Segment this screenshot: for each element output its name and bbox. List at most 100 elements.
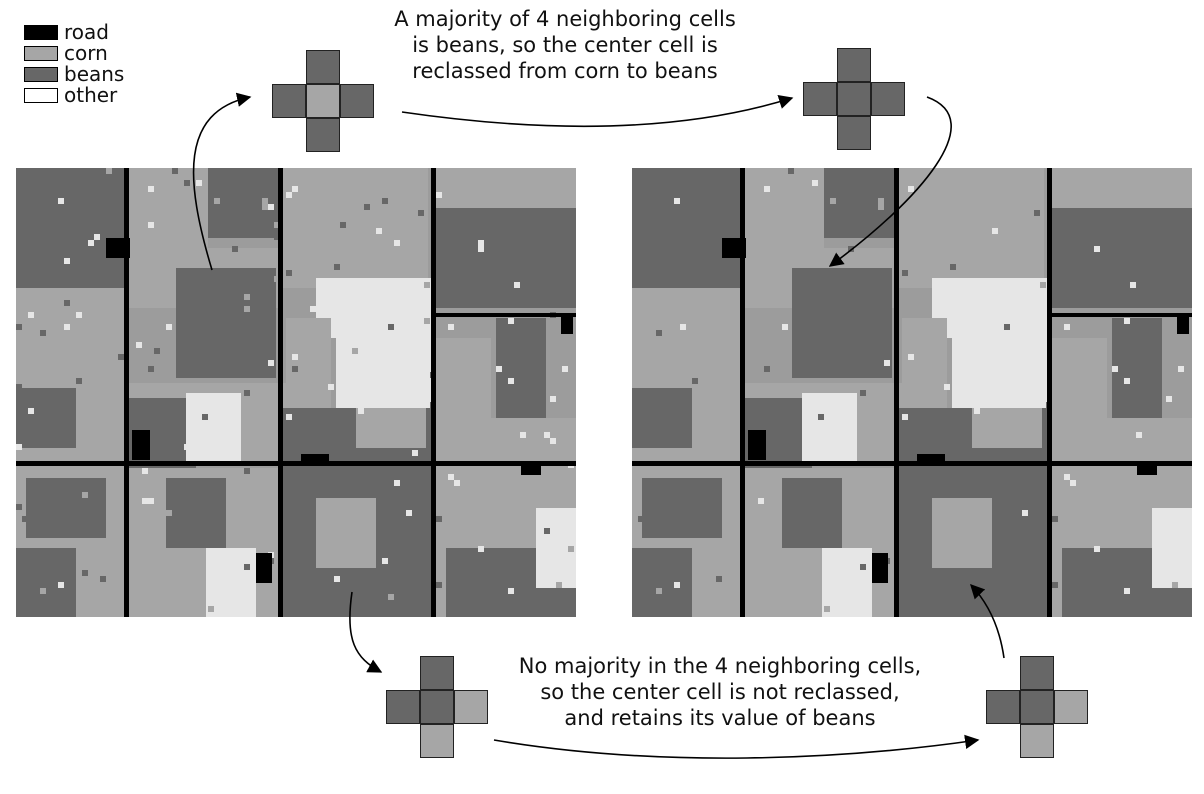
map-after-speckle	[818, 414, 824, 420]
caption-top-line-3: reclassed from corn to beans	[412, 59, 718, 83]
map-after-speckle	[878, 204, 884, 210]
map-before-speckle	[436, 192, 442, 198]
map-before-speckle	[58, 558, 64, 564]
map-before-field	[186, 393, 241, 463]
map-before-speckle	[154, 444, 160, 450]
map-before-speckle	[448, 324, 454, 330]
map-after-road-blob	[1177, 316, 1189, 334]
map-after-speckle	[758, 498, 764, 504]
map-after-speckle	[908, 186, 914, 192]
map-after-field	[1047, 168, 1192, 208]
map-after-road	[894, 168, 899, 617]
map-after-speckle	[860, 564, 866, 570]
map-before-raster	[16, 168, 576, 617]
map-before-speckle	[550, 396, 556, 402]
map-after-speckle	[1124, 378, 1130, 384]
map-after-speckle	[1172, 582, 1178, 588]
map-before-road-blob	[561, 316, 573, 334]
map-before-speckle	[478, 240, 484, 246]
map-before-speckle	[352, 336, 358, 342]
map-after-speckle	[824, 606, 830, 612]
map-after-speckle	[698, 342, 704, 348]
map-before-road-blob	[301, 454, 329, 466]
map-before-road-blob	[106, 238, 130, 258]
map-before-speckle	[232, 246, 238, 252]
map-before-speckle	[382, 558, 388, 564]
cross-cell-left	[986, 690, 1020, 724]
cross-cell-bottom	[420, 724, 454, 758]
map-after-speckle	[698, 366, 704, 372]
map-after-field	[632, 548, 692, 617]
map-before-speckle	[262, 204, 268, 210]
map-after-speckle	[1166, 396, 1172, 402]
caption-top-line-2: is beans, so the center cell is	[412, 33, 718, 57]
map-after-speckle	[1040, 282, 1046, 288]
map-before-field	[176, 268, 276, 378]
map-before-speckle	[340, 222, 346, 228]
map-before-speckle	[388, 594, 394, 600]
map-before-road	[431, 168, 436, 617]
legend-label-corn: corn	[64, 41, 108, 65]
map-before-speckle	[166, 510, 172, 516]
map-before-speckle	[274, 234, 280, 240]
map-after-speckle	[782, 324, 788, 330]
map-after-field	[1047, 418, 1192, 468]
legend-swatch-beans	[24, 66, 58, 82]
map-before-speckle	[64, 324, 70, 330]
map-after-field	[822, 548, 872, 617]
map-before-field	[431, 168, 576, 208]
cross-bottom-before	[386, 656, 488, 758]
legend-label-road: road	[64, 20, 109, 44]
map-after-speckle	[674, 582, 680, 588]
map-after-road	[1047, 168, 1052, 617]
map-before-speckle	[418, 306, 424, 312]
map-before-speckle	[148, 366, 154, 372]
map-before-speckle	[268, 204, 274, 210]
cross-cell-top	[837, 48, 871, 82]
map-before-speckle	[514, 282, 520, 288]
map-after-speckle	[1064, 324, 1070, 330]
map-before-speckle	[214, 198, 220, 204]
map-before-field	[316, 278, 431, 338]
map-before-speckle	[16, 384, 22, 390]
map-before-speckle	[508, 588, 514, 594]
map-before-speckle	[568, 546, 574, 552]
map-before-road	[124, 168, 129, 617]
map-before-speckle	[292, 186, 298, 192]
map-after-speckle	[1136, 210, 1142, 216]
map-after-speckle	[788, 168, 794, 174]
map-after-speckle	[878, 198, 884, 204]
map-after-field	[632, 388, 692, 448]
cross-cell-right	[1054, 690, 1088, 724]
map-after-field	[642, 478, 722, 538]
map-after-speckle	[674, 558, 680, 564]
map-after-speckle	[902, 414, 908, 420]
map-after-speckle	[848, 246, 854, 252]
map-before-speckle	[382, 198, 388, 204]
map-before-speckle	[364, 330, 370, 336]
map-before-speckle	[520, 402, 526, 408]
map-before-speckle	[40, 588, 46, 594]
map-after-field	[1112, 318, 1162, 428]
map-after-speckle	[656, 330, 662, 336]
map-before-speckle	[82, 342, 88, 348]
map-before-road	[431, 313, 576, 317]
map-before-speckle	[424, 282, 430, 288]
map-before-speckle	[208, 606, 214, 612]
map-before-speckle	[436, 582, 442, 588]
map-after-speckle	[638, 516, 644, 522]
map-before-speckle	[88, 240, 94, 246]
caption-bottom-line-1: No majority in the 4 neighboring cells,	[518, 654, 922, 678]
cross-bottom-after	[986, 656, 1088, 758]
cross-cell-center	[420, 690, 454, 724]
legend-item-other: other	[24, 85, 117, 105]
map-before-speckle	[382, 384, 388, 390]
map-after-road	[1047, 313, 1192, 317]
map-after-speckle	[674, 198, 680, 204]
map-before-speckle	[196, 180, 202, 186]
map-before-speckle	[358, 408, 364, 414]
map-after-speckle	[992, 228, 998, 234]
map-before-speckle	[550, 438, 556, 444]
map-before-speckle	[46, 282, 52, 288]
map-before-speckle	[310, 402, 316, 408]
